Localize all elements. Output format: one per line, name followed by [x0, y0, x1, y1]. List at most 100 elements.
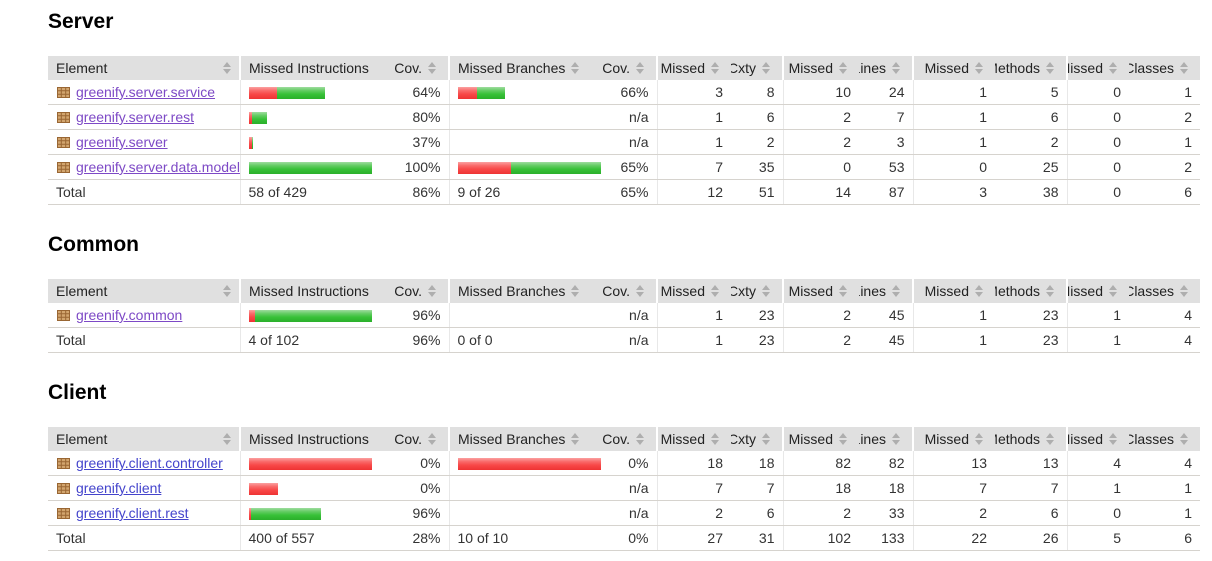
package-link[interactable]: greenify.server.rest	[76, 109, 195, 125]
sort-icon	[762, 285, 770, 297]
column-header-classes[interactable]: Classes	[1129, 56, 1200, 80]
package-link[interactable]: greenify.client	[76, 480, 162, 496]
column-header-missed[interactable]: Missed	[1066, 427, 1129, 451]
column-header-label: Element	[56, 283, 108, 299]
column-header-lines[interactable]: Lines	[859, 279, 913, 303]
column-header-cxty[interactable]: Cxty	[731, 427, 783, 451]
counter-missed: 2	[656, 500, 731, 526]
counter-missed: 27	[656, 525, 731, 551]
counter-methods: 23	[995, 327, 1067, 353]
counter-missed: 0	[782, 154, 859, 180]
sort-icon	[1180, 285, 1188, 297]
covered-bar-segment	[251, 137, 253, 150]
column-header-label: Cov.	[602, 431, 630, 447]
coverage-report: Server Element Missed Instructions Cov. Mis…	[48, 10, 1200, 551]
section-title: Server	[48, 10, 114, 33]
counter-cxty: 8	[731, 80, 783, 105]
counter-cxty: 31	[731, 525, 783, 551]
column-header-missed[interactable]: Missed	[656, 56, 731, 80]
counter-classes: 6	[1129, 525, 1200, 551]
package-link[interactable]: greenify.server.data.model	[76, 159, 240, 175]
column-header-label: Cov.	[394, 60, 422, 76]
package-row: greenify.client 0% n/a 7 7 18 18 7 7 1 1	[48, 475, 1200, 501]
column-header-label: Missed	[660, 60, 705, 76]
coverage-table: Element Missed Instructions Cov. Missed Bra…	[48, 56, 1200, 205]
column-header-cov-[interactable]: Cov.	[372, 56, 449, 80]
package-link[interactable]: greenify.common	[76, 307, 183, 323]
column-header-label: Missed	[924, 283, 969, 299]
column-header-cxty[interactable]: Cxty	[731, 56, 783, 80]
missed-bar-segment	[248, 137, 252, 150]
column-header-methods[interactable]: Methods	[995, 427, 1067, 451]
counter-missed: 3	[656, 80, 731, 105]
column-header-cov-[interactable]: Cov.	[372, 427, 449, 451]
instruction-coverage-pct: 64%	[372, 80, 449, 105]
coverage-table: Element Missed Instructions Cov. Missed Bra…	[48, 279, 1200, 353]
package-link[interactable]: greenify.server	[76, 134, 168, 150]
package-cell: greenify.client.controller	[48, 451, 240, 476]
column-header-classes[interactable]: Classes	[1129, 427, 1200, 451]
column-header-missed[interactable]: Missed	[1066, 279, 1129, 303]
column-header-missed[interactable]: Missed	[782, 427, 859, 451]
counter-classes: 4	[1129, 303, 1200, 328]
counter-missed: 1	[656, 104, 731, 130]
column-header-lines[interactable]: Lines	[859, 427, 913, 451]
column-header-missed-instructions[interactable]: Missed Instructions	[239, 56, 372, 80]
package-icon	[57, 87, 70, 98]
branch-coverage-pct: 65%	[601, 154, 657, 180]
column-header-missed[interactable]: Missed	[656, 279, 731, 303]
column-header-cov-[interactable]: Cov.	[601, 279, 657, 303]
report-section: Client Element Missed Instructions Cov. Mis…	[48, 381, 1200, 551]
column-header-methods[interactable]: Methods	[995, 56, 1067, 80]
package-link[interactable]: greenify.client.rest	[76, 505, 189, 521]
package-icon	[57, 483, 70, 494]
counter-classes: 4	[1129, 451, 1200, 476]
missed-bar-segment	[248, 87, 277, 100]
counter-missed: 2	[782, 104, 859, 130]
column-header-missed[interactable]: Missed	[912, 427, 995, 451]
column-header-missed-branches[interactable]: Missed Branches	[448, 279, 601, 303]
package-cell: greenify.client.rest	[48, 500, 240, 526]
column-header-cov-[interactable]: Cov.	[601, 56, 657, 80]
column-header-missed-instructions[interactable]: Missed Instructions	[239, 279, 372, 303]
column-header-missed[interactable]: Missed	[1066, 56, 1129, 80]
counter-missed: 13	[912, 451, 995, 476]
column-header-label: Missed	[1069, 431, 1103, 447]
column-header-lines[interactable]: Lines	[859, 56, 913, 80]
column-header-missed[interactable]: Missed	[912, 56, 995, 80]
column-header-label: Cov.	[394, 431, 422, 447]
column-header-label: Methods	[995, 283, 1040, 299]
column-header-label: Cov.	[602, 283, 630, 299]
counter-missed: 18	[656, 451, 731, 476]
column-header-cov-[interactable]: Cov.	[601, 427, 657, 451]
column-header-cov-[interactable]: Cov.	[372, 279, 449, 303]
package-link[interactable]: greenify.server.service	[76, 84, 216, 100]
branch-coverage-pct: 0%	[601, 451, 657, 476]
sort-icon	[1180, 433, 1188, 445]
column-header-element[interactable]: Element	[48, 427, 240, 451]
column-header-cxty[interactable]: Cxty	[731, 279, 783, 303]
column-header-missed-branches[interactable]: Missed Branches	[448, 56, 601, 80]
counter-missed: 7	[912, 475, 995, 501]
package-link[interactable]: greenify.client.controller	[76, 455, 223, 471]
column-header-element[interactable]: Element	[48, 279, 240, 303]
column-header-missed-branches[interactable]: Missed Branches	[448, 427, 601, 451]
column-header-missed-instructions[interactable]: Missed Instructions	[239, 427, 372, 451]
column-header-missed[interactable]: Missed	[656, 427, 731, 451]
branch-coverage-pct: n/a	[601, 500, 657, 526]
sort-icon	[975, 285, 983, 297]
column-header-missed[interactable]: Missed	[912, 279, 995, 303]
counter-missed: 1	[912, 104, 995, 130]
column-header-methods[interactable]: Methods	[995, 279, 1067, 303]
column-header-missed[interactable]: Missed	[782, 279, 859, 303]
column-header-element[interactable]: Element	[48, 56, 240, 80]
instruction-coverage-pct: 0%	[372, 475, 449, 501]
package-row: greenify.server 37% n/a 1 2 2 3 1 2 0 1	[48, 129, 1200, 155]
section-title: Client	[48, 381, 107, 404]
column-header-missed[interactable]: Missed	[782, 56, 859, 80]
coverage-bar-cell	[448, 80, 601, 105]
sort-icon	[1109, 62, 1117, 74]
package-row: greenify.common 96% n/a 1 23 2 45 1 23 1 4	[48, 303, 1200, 328]
covered-bar-segment	[251, 112, 267, 125]
column-header-classes[interactable]: Classes	[1129, 279, 1200, 303]
